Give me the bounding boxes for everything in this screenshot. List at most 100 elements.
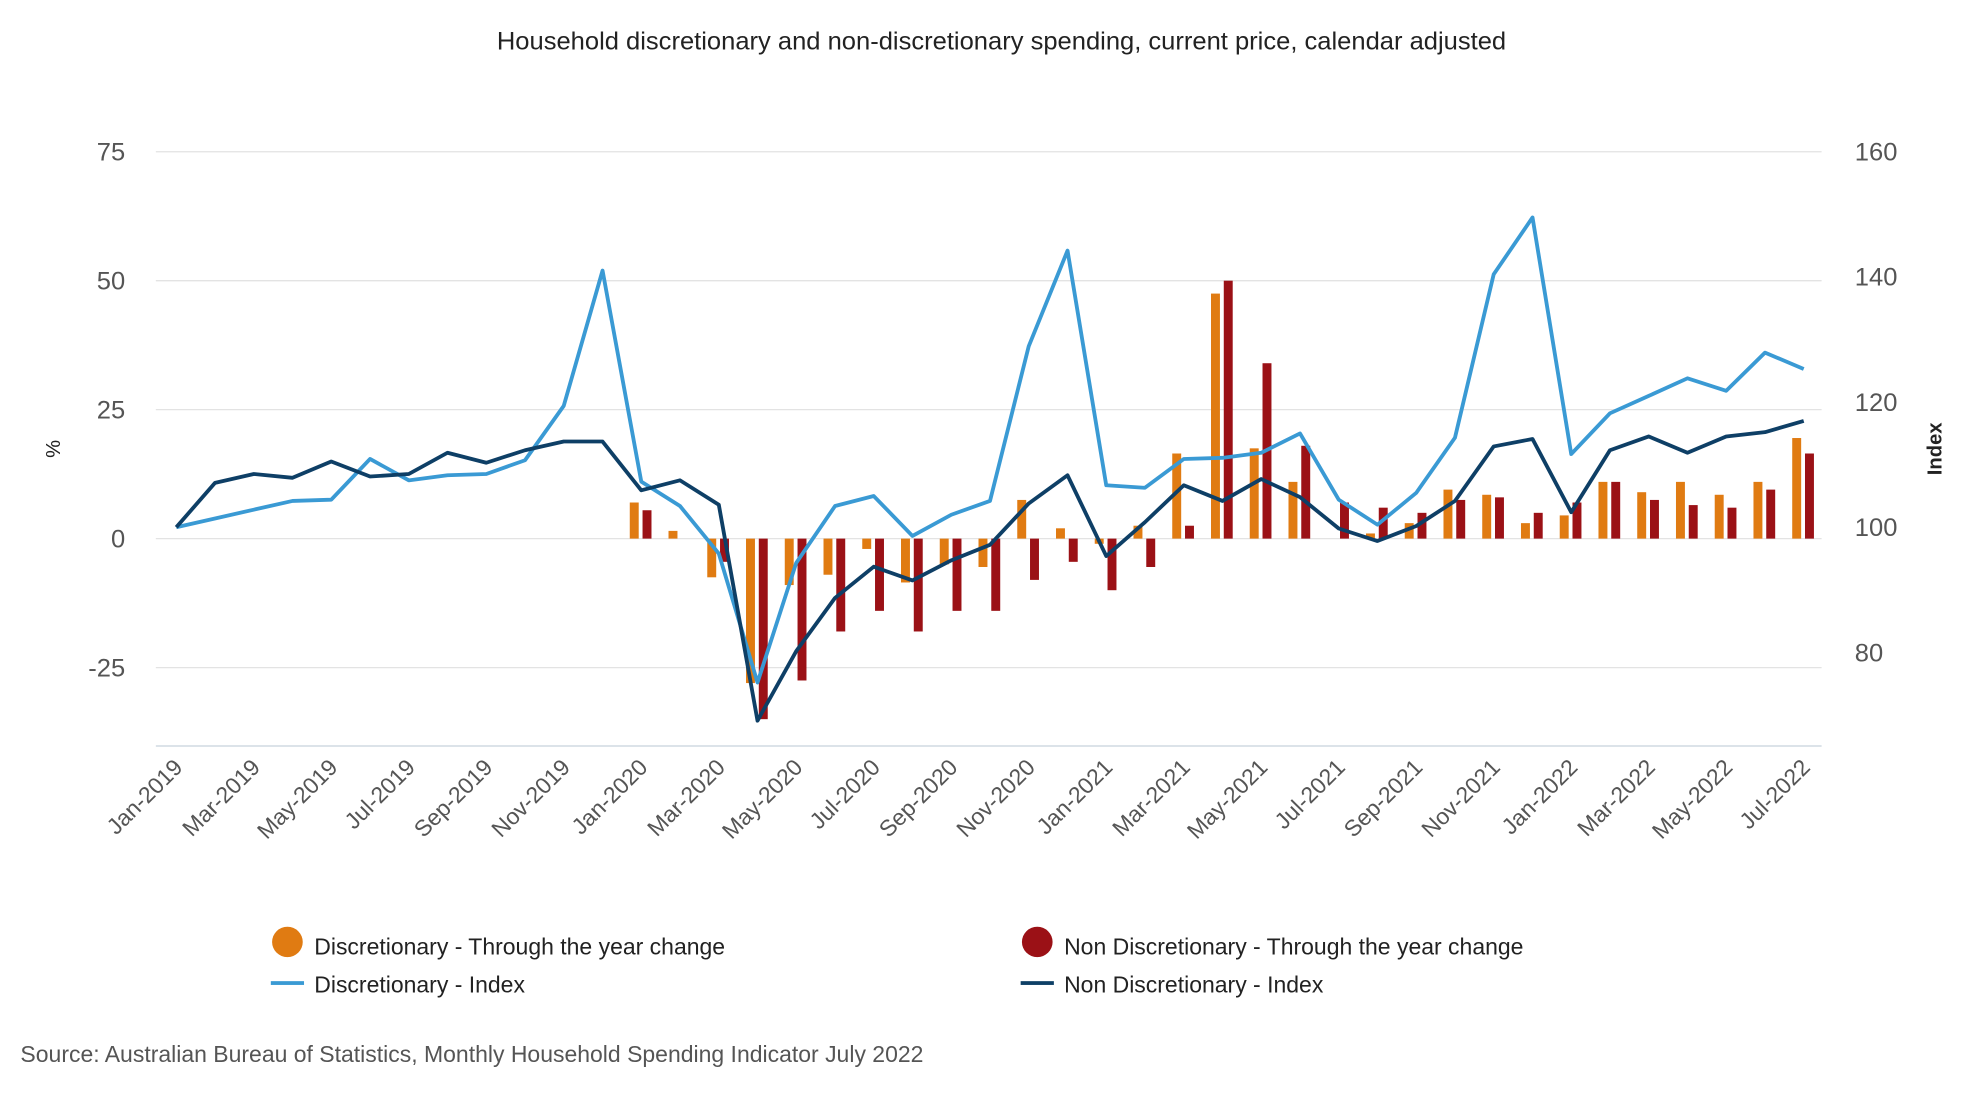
legend-label: Non Discretionary - Through the year cha… (1064, 934, 1523, 960)
legend-swatch-line (1020, 981, 1054, 985)
bar-non-discretionary-change (1456, 499, 1466, 539)
legend-item-discretionary-index[interactable]: Discretionary - Index (270, 972, 526, 998)
bar-discretionary-change (1637, 492, 1647, 539)
bar-non-discretionary-change (836, 538, 846, 632)
bar-non-discretionary-change (1030, 538, 1039, 580)
x-tick-label: Sep-2021 (1339, 754, 1428, 842)
x-tick-label: Nov-2019 (486, 754, 575, 842)
bar-discretionary-change (1210, 293, 1220, 539)
bar-non-discretionary-change (913, 538, 923, 632)
gridlines (155, 151, 1822, 669)
bar-non-discretionary-change (952, 538, 962, 611)
bar-discretionary-change (1172, 453, 1182, 539)
bar-discretionary-change (1404, 523, 1414, 539)
bar-non-discretionary-change (1223, 280, 1233, 539)
bar-non-discretionary-change (1340, 502, 1349, 539)
bar-non-discretionary-change (1185, 525, 1194, 539)
bar-discretionary-change (823, 538, 833, 575)
y-left-tick-label: -25 (88, 655, 125, 683)
legend-label: Discretionary - Index (314, 972, 525, 998)
legend: Discretionary - Through the year change … (270, 926, 1524, 998)
bar-discretionary-change (1056, 528, 1065, 539)
y-left-tick-label: 75 (97, 139, 125, 167)
bar-discretionary-change (1520, 523, 1530, 539)
bar-discretionary-change (784, 538, 794, 586)
bar-discretionary-change (1753, 481, 1763, 539)
x-tick-label: May-2019 (252, 754, 343, 844)
bar-discretionary-change (1288, 481, 1298, 539)
x-tick-label: Jul-2020 (804, 754, 885, 834)
y-right-tick-label: 120 (1855, 389, 1898, 417)
bar-non-discretionary-change (1727, 507, 1737, 539)
line-discretionary-index (175, 215, 1805, 685)
bar-discretionary-change (1714, 494, 1724, 539)
y-axis-right-label: Index (1925, 422, 1947, 476)
x-tick-label: May-2021 (1182, 754, 1273, 844)
x-tick-label: May-2022 (1647, 754, 1738, 844)
y-right-tick-label: 80 (1855, 639, 1883, 667)
y-axis-left-label: % (43, 440, 65, 458)
bar-non-discretionary-change (1804, 453, 1814, 539)
bar-discretionary-change (707, 538, 717, 578)
bar-non-discretionary-change (758, 538, 768, 720)
bar-non-discretionary-change (797, 538, 807, 681)
legend-swatch-circle (1021, 926, 1053, 958)
bar-discretionary-change (1365, 533, 1375, 539)
y-right-tick-label: 160 (1855, 139, 1898, 167)
bar-non-discretionary-change (1417, 512, 1427, 539)
bar-discretionary-change (862, 538, 872, 549)
bar-non-discretionary-change (720, 538, 729, 562)
x-tick-label: Nov-2020 (951, 754, 1040, 842)
bar-non-discretionary-change (1495, 497, 1504, 539)
x-tick-label: May-2020 (717, 754, 808, 844)
legend-item-non-discretionary-index[interactable]: Non Discretionary - Index (1020, 972, 1324, 998)
chart-title: Household discretionary and non-discreti… (497, 27, 1506, 55)
bar-non-discretionary-change (642, 510, 652, 539)
legend-swatch-line (270, 981, 305, 985)
x-tick-label: Jan-2019 (101, 754, 187, 839)
legend-swatch-circle (272, 926, 303, 958)
y-left-tick-label: 0 (111, 526, 125, 554)
x-tick-label: Jan-2021 (1031, 754, 1117, 839)
x-tick-label: Jul-2019 (339, 754, 420, 834)
bar-discretionary-change (1482, 494, 1492, 539)
legend-item-discretionary-change[interactable]: Discretionary - Through the year change (272, 926, 725, 960)
source-note: Source: Australian Bureau of Statistics,… (20, 1041, 923, 1067)
x-tick-label: Sep-2019 (409, 754, 498, 842)
x-tick-label: Sep-2020 (874, 754, 963, 842)
legend-item-non-discretionary-change[interactable]: Non Discretionary - Through the year cha… (1021, 926, 1524, 960)
bar-non-discretionary-change (1650, 499, 1659, 539)
bar-non-discretionary-change (1378, 507, 1388, 539)
x-tick-label: Jul-2022 (1734, 754, 1815, 834)
bar-discretionary-change (939, 538, 949, 565)
x-tick-label: Mar-2019 (177, 754, 265, 841)
bar-discretionary-change (1017, 499, 1027, 539)
bar-non-discretionary-change (1068, 538, 1078, 562)
y-right-tick-label: 100 (1855, 514, 1898, 542)
legend-label: Discretionary - Through the year change (314, 934, 725, 960)
x-tick-label: Mar-2022 (1572, 754, 1660, 841)
bar-discretionary-change (1792, 438, 1802, 539)
bar-non-discretionary-change (1301, 445, 1311, 539)
x-tick-label: Mar-2020 (642, 754, 730, 841)
x-tick-label: Jul-2021 (1269, 754, 1350, 834)
y-left-tick-label: 50 (97, 268, 125, 296)
bar-non-discretionary-change (1146, 538, 1156, 567)
y-right-tick-label: 140 (1855, 264, 1898, 292)
bar-non-discretionary-change (1688, 505, 1698, 539)
bar-discretionary-change (1249, 448, 1259, 539)
x-tick-label: Mar-2021 (1107, 754, 1195, 841)
x-tick-label: Jan-2022 (1496, 754, 1582, 839)
y-left-tick-label: 25 (97, 397, 125, 425)
x-tick-label: Jan-2020 (566, 754, 652, 839)
bar-discretionary-change (746, 538, 755, 684)
bar-discretionary-change (1598, 481, 1608, 539)
bar-discretionary-change (629, 502, 639, 539)
bar-non-discretionary-change (1766, 489, 1776, 539)
bar-discretionary-change (901, 538, 910, 583)
lines (174, 215, 1805, 723)
line-non-discretionary-index (174, 419, 1805, 723)
bar-discretionary-change (978, 538, 988, 567)
bar-non-discretionary-change (875, 538, 884, 611)
